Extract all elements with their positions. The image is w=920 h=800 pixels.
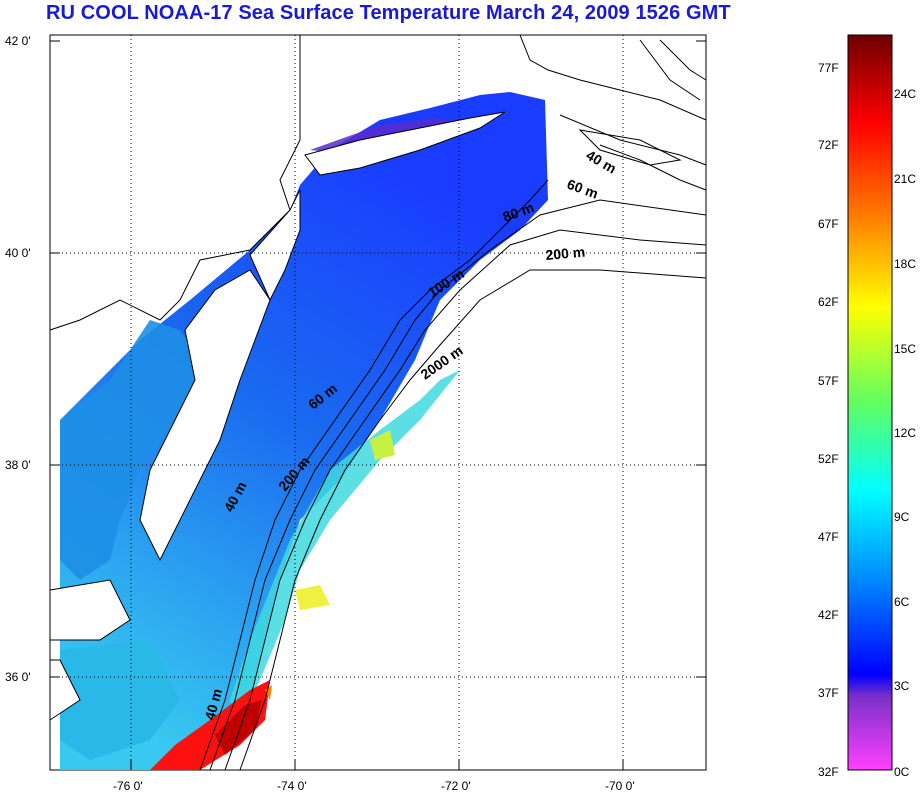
colorbar	[847, 34, 893, 771]
colorbar-c-label: 15C	[894, 342, 916, 356]
colorbar-f-label: 47F	[818, 530, 839, 544]
colorbar-f-label: 42F	[818, 608, 839, 622]
colorbar-c-label: 6C	[894, 595, 910, 609]
colorbar-f-label: 67F	[818, 217, 839, 231]
lat-label-40: 40 0'	[5, 246, 31, 260]
colorbar-f-label: 32F	[818, 765, 839, 779]
colorbar-f-label: 52F	[818, 452, 839, 466]
colorbar-f-label: 57F	[818, 374, 839, 388]
lat-label-36: 36 0'	[5, 670, 31, 684]
sst-field	[49, 34, 707, 770]
graticule	[50, 35, 706, 770]
lon-label-76: -76 0'	[113, 779, 143, 793]
colorbar-c-label: 0C	[894, 765, 910, 779]
colorbar-c-label: 24C	[894, 87, 916, 101]
colorbar-f-label: 37F	[818, 686, 839, 700]
lon-label-70: -70 0'	[605, 779, 635, 793]
colorbar-c-label: 3C	[894, 679, 910, 693]
lat-label-42: 42 0'	[5, 34, 31, 48]
axis-ticks	[50, 40, 706, 770]
lat-label-38: 38 0'	[5, 458, 31, 472]
colorbar-f-label: 77F	[818, 61, 839, 75]
isobath-label: 200 m	[545, 244, 586, 263]
isobath-lines	[199, 39, 707, 771]
colorbar-labels-fahrenheit: 77F 72F 67F 62F 57F 52F 47F 42F 37F 32F	[818, 61, 839, 779]
colorbar-f-label: 62F	[818, 295, 839, 309]
colorbar-c-label: 21C	[894, 172, 916, 186]
map-title: RU COOL NOAA-17 Sea Surface Temperature …	[46, 2, 731, 24]
colorbar-c-label: 12C	[894, 426, 916, 440]
lon-label-74: -74 0'	[277, 779, 307, 793]
colorbar-labels-celsius: 24C 21C 18C 15C 12C 9C 6C 3C 0C	[894, 87, 916, 779]
colorbar-c-label: 18C	[894, 257, 916, 271]
latitude-labels: 42 0' 40 0' 38 0' 36 0'	[5, 34, 31, 684]
colorbar-c-label: 9C	[894, 510, 910, 524]
colorbar-f-label: 72F	[818, 138, 839, 152]
isobath-label: 40 m	[201, 687, 225, 722]
lon-label-72: -72 0'	[441, 779, 471, 793]
longitude-labels: -76 0' -74 0' -72 0' -70 0'	[113, 779, 635, 793]
